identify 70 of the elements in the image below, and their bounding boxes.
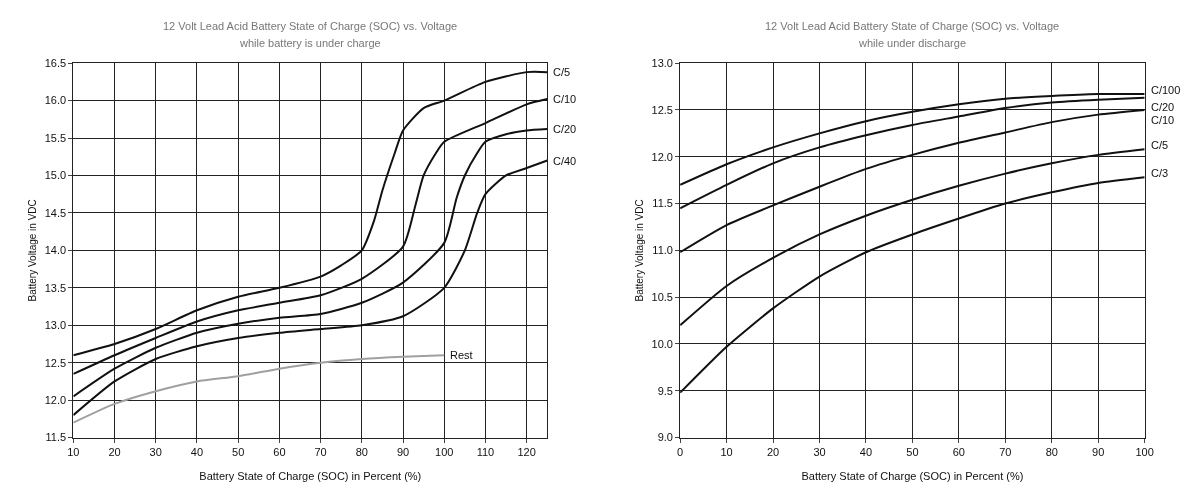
series-label: C/10 bbox=[1151, 114, 1175, 126]
x-tick-label: 40 bbox=[190, 445, 204, 458]
y-tick-label: 12.5 bbox=[651, 103, 673, 116]
series-label: C/10 bbox=[553, 93, 577, 105]
x-tick-label: 50 bbox=[232, 445, 245, 458]
x-tick-label: 100 bbox=[435, 445, 454, 458]
y-tick-label: 14.5 bbox=[44, 206, 67, 219]
line-series bbox=[73, 159, 548, 417]
x-tick-label: 120 bbox=[517, 445, 536, 458]
y-tick-label: 12.5 bbox=[44, 356, 67, 369]
y-axis-title: Battery Voltage in VDC bbox=[26, 199, 38, 302]
series-label: C/3 bbox=[1151, 167, 1169, 179]
y-tick-label: 9.0 bbox=[657, 431, 673, 444]
x-tick-label: 20 bbox=[108, 445, 121, 458]
x-tick-label: 110 bbox=[476, 445, 495, 458]
x-tick-label: 90 bbox=[396, 445, 410, 458]
x-tick-label: 60 bbox=[273, 445, 286, 458]
chart-title: 12 Volt Lead Acid Battery State of Charge (SOC) vs. Voltage bbox=[765, 20, 1060, 32]
series-label: C/20 bbox=[1151, 101, 1175, 113]
series-label: Rest bbox=[450, 349, 473, 361]
x-tick-label: 0 bbox=[677, 445, 684, 458]
x-tick-label: 10 bbox=[67, 445, 80, 458]
series-label: C/5 bbox=[1151, 139, 1169, 151]
line-series bbox=[73, 98, 548, 375]
line-series bbox=[680, 96, 1145, 210]
y-tick-label: 10.5 bbox=[651, 291, 673, 304]
y-tick-label: 12.0 bbox=[44, 394, 67, 406]
y-axis-title: Battery Voltage in VDC bbox=[633, 199, 645, 302]
x-tick-label: 70 bbox=[999, 445, 1012, 458]
y-tick-label: 11.0 bbox=[652, 244, 673, 257]
y-tick-label: 16.0 bbox=[44, 94, 67, 107]
series-label: C/20 bbox=[553, 123, 577, 135]
line-series bbox=[680, 148, 1145, 327]
x-axis-title: Battery State of Charge (SOC) in Percent (%) bbox=[199, 470, 422, 482]
y-tick-label: 11.5 bbox=[45, 431, 67, 444]
x-tick-label: 90 bbox=[1092, 445, 1105, 458]
line-series bbox=[680, 176, 1145, 394]
x-tick-label: 40 bbox=[859, 445, 873, 458]
chart-title: 12 Volt Lead Acid Battery State of Charge (SOC) vs. Voltage bbox=[163, 20, 458, 32]
x-tick-label: 80 bbox=[1045, 445, 1058, 458]
x-tick-label: 20 bbox=[766, 445, 780, 458]
y-tick-label: 13.5 bbox=[44, 281, 67, 294]
y-tick-label: 13.0 bbox=[651, 56, 673, 69]
y-tick-label: 12.0 bbox=[651, 150, 673, 163]
x-tick-label: 50 bbox=[906, 445, 919, 458]
y-tick-label: 10.0 bbox=[651, 337, 673, 350]
series-label: C/100 bbox=[1151, 84, 1181, 96]
chart-subtitle: while under discharge bbox=[858, 37, 967, 49]
line-series bbox=[73, 128, 548, 398]
x-tick-label: 70 bbox=[314, 445, 327, 458]
x-tick-label: 10 bbox=[720, 445, 733, 458]
x-tick-label: 60 bbox=[952, 445, 965, 458]
line-series bbox=[680, 108, 1145, 254]
y-tick-label: 11.5 bbox=[652, 197, 673, 210]
y-tick-label: 14.0 bbox=[44, 244, 67, 257]
x-tick-label: 30 bbox=[149, 445, 162, 458]
y-tick-label: 13.0 bbox=[44, 319, 67, 332]
x-axis-title: Battery State of Charge (SOC) in Percent (%) bbox=[801, 470, 1024, 482]
x-tick-label: 80 bbox=[355, 445, 368, 458]
series-label: C/5 bbox=[553, 66, 571, 78]
series-label: C/40 bbox=[553, 155, 577, 167]
y-tick-label: 16.5 bbox=[44, 56, 67, 69]
x-tick-label: 100 bbox=[1135, 445, 1154, 458]
line-series bbox=[73, 354, 446, 424]
y-tick-label: 15.5 bbox=[44, 131, 67, 144]
y-tick-label: 9.5 bbox=[657, 384, 673, 397]
chart-subtitle: while battery is under charge bbox=[239, 37, 381, 49]
x-tick-label: 30 bbox=[813, 445, 826, 458]
y-tick-label: 15.0 bbox=[44, 169, 67, 182]
line-series bbox=[73, 70, 548, 357]
